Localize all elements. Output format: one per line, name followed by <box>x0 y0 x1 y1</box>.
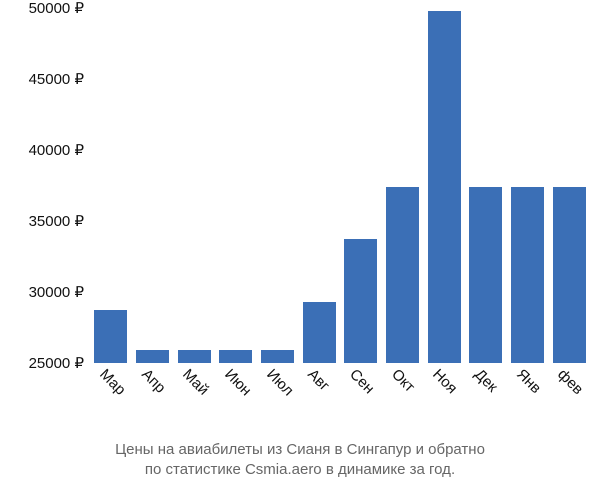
x-tick-label: Дек <box>471 363 504 396</box>
x-tick-label: Янв <box>513 363 547 397</box>
y-tick-label: 40000 ₽ <box>29 141 90 159</box>
bar <box>303 302 336 363</box>
bar <box>94 310 127 363</box>
x-tick-label: Окт <box>388 363 421 396</box>
caption-line-2: по статистике Csmia.aero в динамике за г… <box>0 460 600 480</box>
bar <box>511 187 544 363</box>
x-tick-label: фев <box>554 363 589 398</box>
plot-area: 25000 ₽30000 ₽35000 ₽40000 ₽45000 ₽50000… <box>90 8 590 363</box>
price-chart: 25000 ₽ 30000 ₽ 35000 ₽ 40000 ₽ 45000 ₽ 50000… <box>0 0 600 500</box>
x-tick-label: Сен <box>346 363 380 397</box>
bar <box>386 187 419 363</box>
y-tick-label: 50000 ₽ <box>29 0 90 17</box>
bar <box>136 350 169 363</box>
y-tick-label: 25000 ₽ <box>29 354 90 372</box>
x-tick-label: Мар <box>96 363 132 399</box>
chart-caption: Цены на авиабилеты из Сианя в Сингапур и… <box>0 440 600 481</box>
y-tick-label: 45000 ₽ <box>29 70 90 88</box>
x-tick-label: Апр <box>138 363 172 397</box>
x-tick-label: Май <box>179 363 215 399</box>
y-tick-label: 35000 ₽ <box>29 212 90 230</box>
bar <box>219 350 252 363</box>
x-tick-label: Авг <box>304 363 335 394</box>
bar <box>428 11 461 363</box>
bar <box>553 187 586 363</box>
x-tick-label: Июн <box>221 363 257 399</box>
caption-line-1: Цены на авиабилеты из Сианя в Сингапур и… <box>0 440 600 460</box>
x-tick-label: Июл <box>263 363 299 399</box>
bar <box>469 187 502 363</box>
bar <box>261 350 294 363</box>
bar <box>344 239 377 363</box>
x-tick-label: Ноя <box>429 363 463 397</box>
bar <box>178 350 211 363</box>
y-tick-label: 30000 ₽ <box>29 283 90 301</box>
